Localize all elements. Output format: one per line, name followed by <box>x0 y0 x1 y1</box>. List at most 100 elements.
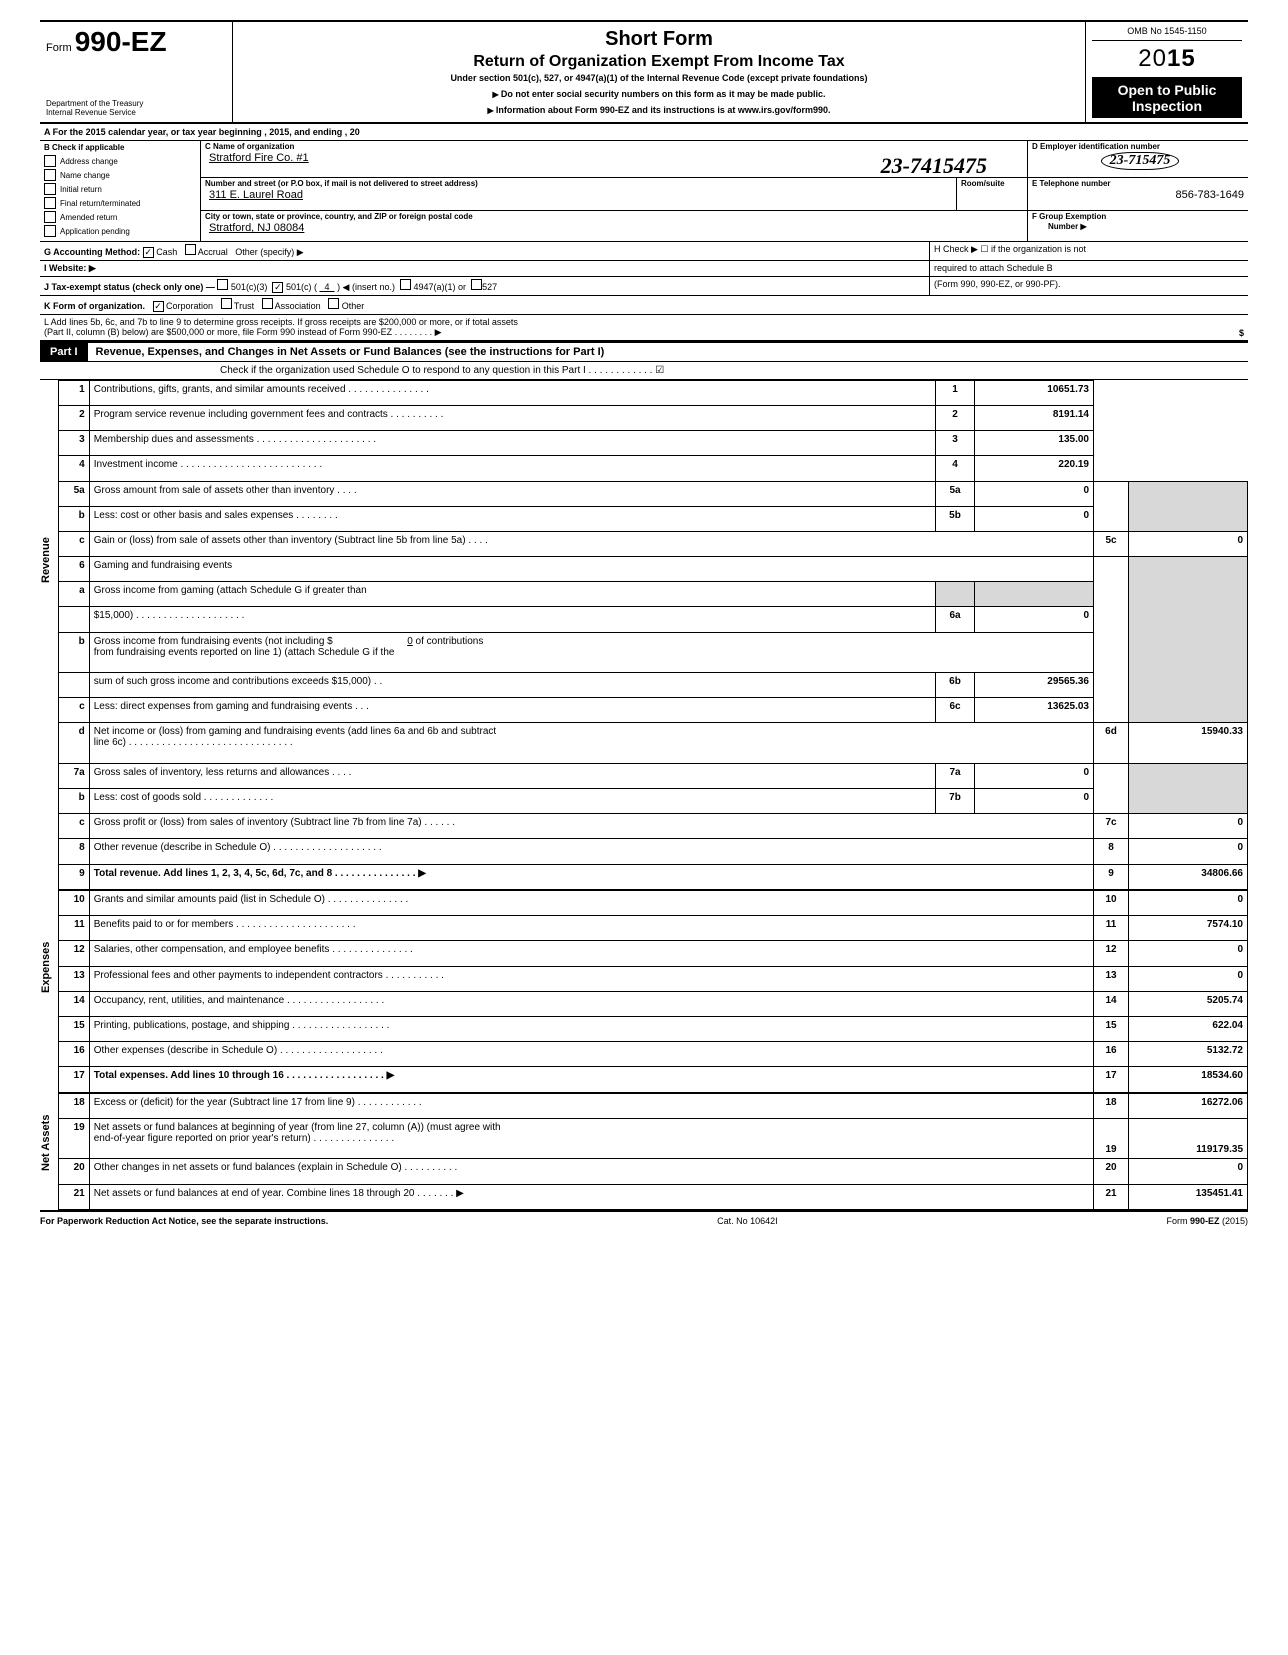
cb-527[interactable] <box>471 279 482 290</box>
line-16: 16Other expenses (describe in Schedule O… <box>58 1042 1247 1067</box>
cb-label: Amended return <box>60 213 117 222</box>
part1-check: Check if the organization used Schedule … <box>40 362 1248 380</box>
open-line2: Inspection <box>1094 98 1240 114</box>
line-5c: cGain or (loss) from sale of assets othe… <box>58 531 1247 556</box>
line-21: 21Net assets or fund balances at end of … <box>58 1184 1247 1209</box>
handwritten-ein: 23-7415475 <box>881 153 987 179</box>
row-j-wrap: J Tax-exempt status (check only one) — 5… <box>40 277 1248 296</box>
header-right: OMB No 1545-1150 2015 Open to Public Ins… <box>1086 22 1248 122</box>
cb-trust[interactable] <box>221 298 232 309</box>
cb-corp[interactable]: ✓ <box>153 301 164 312</box>
header-note2: Information about Form 990-EZ and its in… <box>243 105 1075 115</box>
line-17: 17Total expenses. Add lines 10 through 1… <box>58 1067 1247 1093</box>
cb-name-change[interactable]: Name change <box>40 168 200 182</box>
row-h: H Check ▶ ☐ if the organization is not <box>930 242 1248 260</box>
row-l: L Add lines 5b, 6c, and 7b to line 9 to … <box>40 315 1248 341</box>
line-6d: dNet income or (loss) from gaming and fu… <box>58 723 1247 764</box>
side-expenses: Expenses <box>40 890 52 1095</box>
side-revenue: Revenue <box>40 380 52 890</box>
header-mid: Short Form Return of Organization Exempt… <box>233 22 1086 122</box>
row-i-wrap: I Website: ▶ required to attach Schedule… <box>40 261 1248 277</box>
line-3: 3Membership dues and assessments . . . .… <box>58 431 1247 456</box>
l-line2: (Part II, column (B) below) are $500,000… <box>44 327 518 338</box>
line-7c: cGross profit or (loss) from sales of in… <box>58 814 1247 839</box>
line-13: 13Professional fees and other payments t… <box>58 966 1247 991</box>
part1-tag: Part I <box>40 343 88 361</box>
cb-app-pending[interactable]: Application pending <box>40 224 200 238</box>
year-bold: 15 <box>1167 45 1196 72</box>
form-header: Form 990-EZ Department of the Treasury I… <box>40 20 1248 124</box>
501c-num: 4 <box>325 282 330 292</box>
city-value: Stratford, NJ 08084 <box>201 221 1027 238</box>
department: Department of the Treasury Internal Reve… <box>46 100 226 118</box>
cb-accrual[interactable] <box>185 244 196 255</box>
lbl-other-org: Other <box>342 301 365 311</box>
lbl-other: Other (specify) ▶ <box>235 247 303 257</box>
form-label: Form <box>46 42 72 54</box>
form-number: Form 990-EZ <box>46 26 226 58</box>
line-18: 18Excess or (deficit) for the year (Subt… <box>58 1093 1247 1119</box>
g-label: G Accounting Method: <box>44 247 140 257</box>
cb-501c[interactable]: ✓ <box>272 282 283 293</box>
f-label2: Number ▶ <box>1028 221 1248 231</box>
line-2: 2Program service revenue including gover… <box>58 406 1247 431</box>
c-name-label: C Name of organization <box>201 141 1027 151</box>
part1-title: Revenue, Expenses, and Changes in Net As… <box>88 343 613 361</box>
line-6b: bGross income from fundraising events (n… <box>58 632 1247 673</box>
section-bcdef: B Check if applicable Address change Nam… <box>40 141 1248 242</box>
line-14: 14Occupancy, rent, utilities, and mainte… <box>58 991 1247 1016</box>
line-11: 11Benefits paid to or for members . . . … <box>58 916 1247 941</box>
line-15: 15Printing, publications, postage, and s… <box>58 1016 1247 1041</box>
line-5a: 5aGross amount from sale of assets other… <box>58 481 1247 506</box>
lbl-cash: Cash <box>156 247 177 257</box>
lbl-corp: Corporation <box>166 301 213 311</box>
line-6c: cLess: direct expenses from gaming and f… <box>58 698 1247 723</box>
cb-address-change[interactable]: Address change <box>40 154 200 168</box>
e-label: E Telephone number <box>1028 178 1248 188</box>
cb-501c3[interactable] <box>217 279 228 290</box>
header-note1: Do not enter social security numbers on … <box>243 89 1075 99</box>
line-10: 10Grants and similar amounts paid (list … <box>58 890 1247 916</box>
cb-label: Name change <box>60 171 110 180</box>
cb-assoc[interactable] <box>262 298 273 309</box>
section-def: D Employer identification number 23-7154… <box>1028 141 1248 241</box>
cb-4947[interactable] <box>400 279 411 290</box>
line-6: 6Gaming and fundraising events <box>58 557 1247 582</box>
cb-initial-return[interactable]: Initial return <box>40 182 200 196</box>
line-12: 12Salaries, other compensation, and empl… <box>58 941 1247 966</box>
line-19: 19Net assets or fund balances at beginni… <box>58 1118 1247 1159</box>
open-public: Open to Public Inspection <box>1092 78 1242 118</box>
h-line3: (Form 990, 990-EZ, or 990-PF). <box>930 277 1248 295</box>
k-label: K Form of organization. <box>44 301 145 311</box>
lbl-527: 527 <box>482 282 497 292</box>
cb-amended[interactable]: Amended return <box>40 210 200 224</box>
line-5b: bLess: cost or other basis and sales exp… <box>58 506 1247 531</box>
title-short: Short Form <box>243 28 1075 51</box>
year-prefix: 20 <box>1138 45 1167 72</box>
d-label: D Employer identification number <box>1028 141 1248 151</box>
ein-value: 23-715475 <box>1101 152 1180 170</box>
cb-final-return[interactable]: Final return/terminated <box>40 196 200 210</box>
open-line1: Open to Public <box>1094 82 1240 98</box>
cb-label: Application pending <box>60 227 130 236</box>
room-label: Room/suite <box>957 178 1027 188</box>
line-6a: aGross income from gaming (attach Schedu… <box>58 582 1247 607</box>
line-20: 20Other changes in net assets or fund ba… <box>58 1159 1247 1184</box>
footer-right: Form 990-EZ (2015) <box>1166 1216 1248 1226</box>
tax-year: 2015 <box>1092 41 1242 78</box>
line-6a2: $15,000) . . . . . . . . . . . . . . . .… <box>58 607 1247 632</box>
footer-mid: Cat. No 10642I <box>717 1216 778 1226</box>
form-990ez: Form 990-EZ Department of the Treasury I… <box>40 20 1248 1226</box>
city-label: City or town, state or province, country… <box>201 211 1027 221</box>
cb-cash[interactable]: ✓ <box>143 247 154 258</box>
line-6b2: sum of such gross income and contributio… <box>58 673 1247 698</box>
part1-header: Part I Revenue, Expenses, and Changes in… <box>40 341 1248 362</box>
cb-other-org[interactable] <box>328 298 339 309</box>
cb-label: Initial return <box>60 185 102 194</box>
street-value: 311 E. Laurel Road <box>201 188 956 205</box>
row-j: J Tax-exempt status (check only one) — 5… <box>40 277 930 295</box>
lbl-501c: 501(c) ( <box>286 282 317 292</box>
section-c: 23-7415475 C Name of organization Stratf… <box>201 141 1028 241</box>
lbl-4947: 4947(a)(1) or <box>414 282 467 292</box>
cb-label: Address change <box>60 157 118 166</box>
